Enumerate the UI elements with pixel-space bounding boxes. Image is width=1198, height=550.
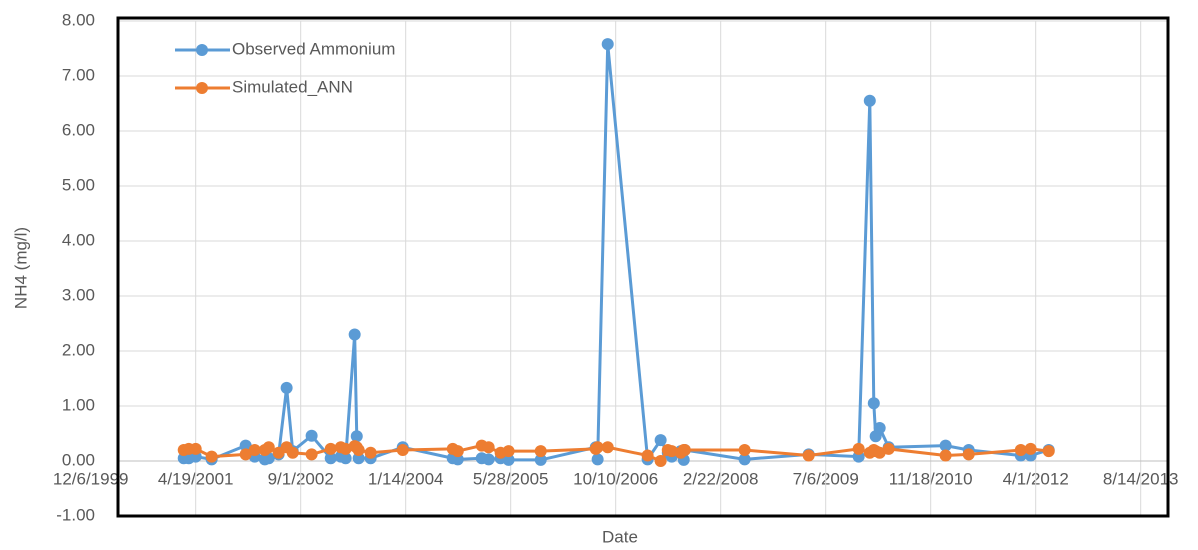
data-point	[189, 442, 202, 455]
y-tick-label: 7.00	[62, 65, 95, 84]
data-point	[1024, 442, 1037, 455]
data-point	[867, 397, 880, 410]
data-point	[352, 444, 365, 456]
data-point	[348, 328, 361, 341]
data-point	[939, 439, 952, 452]
data-point	[352, 452, 365, 465]
data-point	[665, 445, 678, 458]
data-point	[939, 449, 952, 462]
data-point	[1014, 444, 1027, 456]
data-point	[286, 446, 299, 459]
x-axis-title: Date	[602, 527, 638, 546]
data-point	[591, 453, 604, 466]
data-point	[339, 452, 352, 465]
data-point	[324, 442, 337, 455]
data-point	[239, 439, 252, 452]
y-tick-label: 0.00	[62, 450, 95, 469]
data-point	[451, 445, 464, 458]
y-tick-label: 2.00	[62, 340, 95, 359]
data-point	[873, 446, 886, 459]
data-point	[280, 381, 293, 394]
data-point	[678, 444, 691, 456]
data-point	[601, 38, 614, 51]
data-point	[654, 455, 667, 467]
series-line	[183, 43, 1050, 464]
x-tick-label: 12/6/1999	[53, 469, 129, 488]
data-point	[738, 444, 751, 456]
data-point	[324, 452, 337, 465]
data-point	[239, 448, 252, 461]
data-point	[339, 442, 352, 455]
legend-label: Simulated_ANN	[232, 77, 353, 96]
data-point	[591, 441, 604, 454]
data-point	[882, 442, 895, 455]
data-point	[451, 453, 464, 466]
data-point	[654, 434, 667, 447]
data-point	[641, 449, 654, 462]
data-point	[852, 442, 865, 455]
y-tick-label: 8.00	[62, 10, 95, 29]
y-tick-label: -1.00	[56, 505, 95, 524]
data-point	[738, 453, 751, 466]
legend-label: Observed Ammonium	[232, 39, 395, 58]
data-point	[534, 445, 547, 458]
data-point	[305, 429, 318, 442]
data-point	[601, 441, 614, 454]
data-point	[262, 441, 275, 454]
data-point	[364, 446, 377, 459]
data-point	[502, 445, 515, 458]
legend-marker	[196, 44, 208, 56]
y-tick-label: 4.00	[62, 230, 95, 249]
legend-marker	[196, 82, 208, 94]
data-point	[1042, 445, 1055, 458]
data-point	[873, 422, 886, 434]
y-tick-label: 1.00	[62, 395, 95, 414]
plot-border	[116, 16, 1170, 518]
y-axis-title: NH4 (mg/l)	[11, 227, 30, 309]
data-point	[205, 450, 218, 463]
data-point	[863, 94, 876, 107]
data-point	[962, 448, 975, 461]
data-point	[534, 453, 547, 466]
y-tick-label: 3.00	[62, 285, 95, 304]
y-tick-label: 5.00	[62, 175, 95, 194]
y-tick-label: 6.00	[62, 120, 95, 139]
data-point	[248, 444, 261, 456]
data-point	[350, 430, 363, 443]
data-point	[482, 441, 495, 454]
data-point	[502, 453, 515, 466]
data-point	[802, 449, 815, 462]
data-point	[305, 448, 318, 461]
data-point	[482, 453, 495, 466]
data-point	[396, 444, 409, 456]
